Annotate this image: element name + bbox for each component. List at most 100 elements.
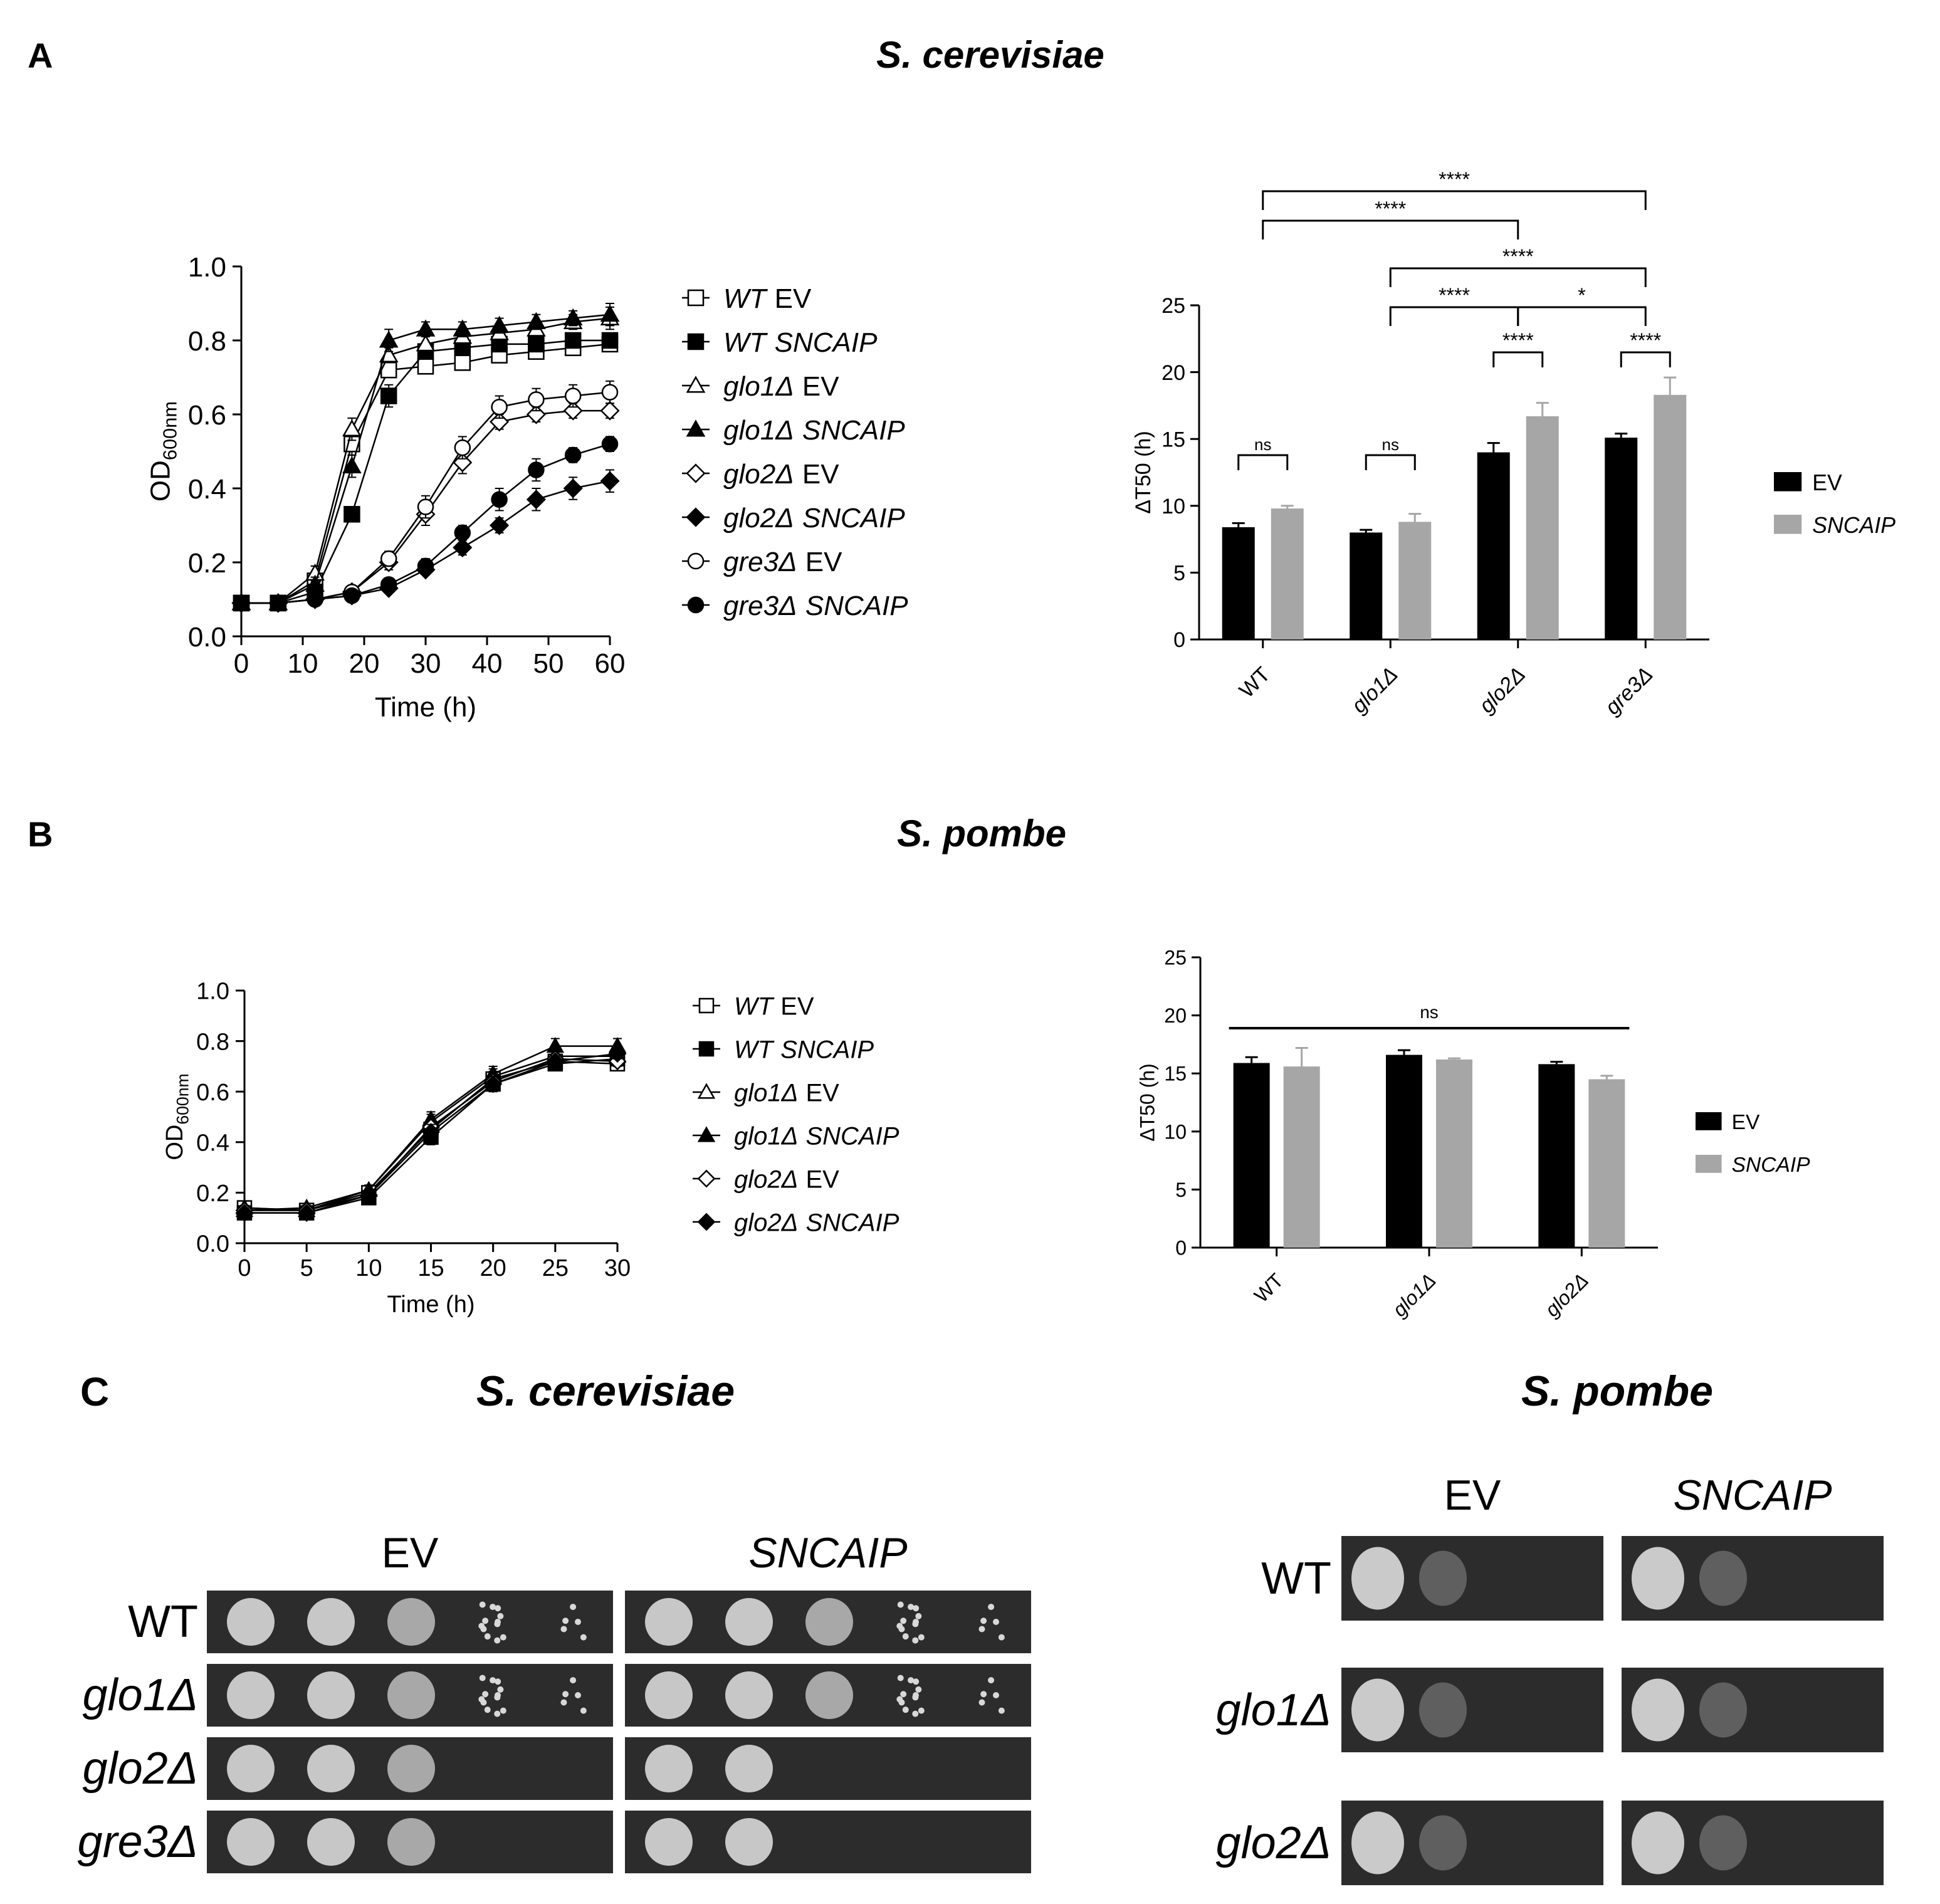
legend-strain: WT [734,992,775,1020]
yeast-colony [479,1601,486,1608]
b-growth-data-point [484,1075,503,1093]
yeast-spot [645,1745,693,1792]
a-growth-x-tick-label: 60 [595,648,626,679]
yeast-spot [227,1745,275,1792]
a-growth-y-axis-label-sub: 600nm [159,401,181,460]
yeast-spot [387,1818,435,1866]
filled-triangle-icon [697,1126,716,1142]
b-growth-y-axis-label-sub: 600nm [174,1073,192,1124]
a-bar-legend: EV SNCAIP [1774,470,1895,538]
b-growth-x-tick-label: 5 [300,1255,313,1281]
legend-construct: SNCAIP [805,1122,899,1150]
yeast-colony [484,1633,491,1640]
a-bar-y-axis-label: ΔT50 (h) [1131,431,1155,513]
legend-construct: SNCAIP [802,503,905,534]
significance-label: **** [1502,245,1534,268]
delta-t50-bar-chart-b: 0 5 10 15 20 25 ΔT50 (h) WT glo1Δ glo2Δ EV SNCAIP ns [1136,947,1810,1322]
yeast-colony [978,1699,985,1706]
b-bar-y-tick-label: 20 [1164,1004,1187,1027]
a-growth-data-point [380,550,397,567]
significance-bracket-line [1365,454,1416,470]
legend-construct: EV [805,1079,839,1107]
a-bar-y-tick-label: 0 [1173,628,1185,652]
b-growth-x-tick-label: 30 [604,1255,631,1281]
legend-construct: EV [805,547,842,577]
significance-label: ns [1382,435,1399,454]
yeast-spot [307,1671,355,1719]
a-bar-bar-sncaip [1526,416,1559,639]
legend-strain: glo1Δ [734,1122,798,1150]
spot-plate [1341,1536,1603,1621]
yeast-colony [562,1617,569,1624]
significance-label: ns [1254,435,1271,454]
a-growth-data-point [601,332,619,349]
a-growth-data-point [380,576,397,593]
b-growth-y-tick-label: 0.0 [196,1231,229,1258]
a-growth-y-tick-label: 0.4 [188,474,226,505]
yeast-colony [580,1707,587,1714]
a-bar-bar-sncaip [1654,394,1687,639]
a-growth-data-point [453,537,473,557]
b-growth-data-point [608,1044,627,1063]
yeast-colony [495,1605,501,1612]
legend-construct: SNCAIP [805,1209,899,1236]
yeast-colony [580,1634,587,1641]
a-legend-entry: gre3Δ EV [723,547,842,577]
a-growth-data-point [490,515,510,535]
yeast-colony [993,1692,999,1698]
yeast-spot [1699,1682,1747,1738]
bracket-gre3: **** [1620,329,1671,367]
yeast-spot [725,1818,773,1866]
b-bar-y-tick-label: 15 [1164,1063,1187,1085]
legend-strain: glo2Δ [723,459,794,490]
a-growth-data-point [564,332,582,349]
significance-label: **** [1630,329,1661,352]
a-growth-y-tick-label: 0.6 [188,400,226,431]
a-growth-data-point [490,315,509,333]
filled-triangle-icon [686,419,706,437]
yeast-spot [227,1671,275,1719]
yeast-colony [912,1710,919,1717]
significance-bracket-line [1262,219,1519,239]
b-bar-bar-sncaip [1588,1079,1625,1248]
a-growth-data-point [526,490,546,510]
legend-construct: EV [775,283,812,314]
bracket-glo1-gre3: **** [1389,245,1647,287]
yeast-colony [495,1678,501,1685]
spot-plate [625,1811,1031,1873]
yeast-colony [908,1604,915,1611]
yeast-spot [1632,1547,1684,1610]
yeast-spot [387,1598,435,1646]
yeast-spot [1419,1815,1467,1871]
significance-bracket-line [1237,454,1289,470]
spot-assay-pombe: EV SNCAIP WT glo1Δ glo2Δ [1216,1471,1884,1885]
bracket-glo2-gre3: * [1517,284,1647,326]
yeast-colony [980,1691,987,1698]
legend-construct: SNCAIP [780,1036,874,1063]
b-growth-x-tick-label: 0 [238,1255,251,1281]
spot-row-label: gre3Δ [78,1817,198,1867]
yeast-colony [560,1626,567,1633]
a-growth-data-point [528,461,545,478]
a-growth-x-axis-label: Time (h) [375,692,476,723]
b-growth-y-tick-label: 0.6 [196,1080,229,1106]
yeast-colony [913,1678,920,1685]
a-growth-data-point [528,391,545,408]
b-bar-bar-ev [1538,1064,1575,1248]
spot-row-label: glo2Δ [1216,1818,1331,1868]
a-growth-data-point [417,358,434,375]
a-growth-data-point [454,524,471,542]
yeast-spot [725,1598,773,1646]
a-growth-data-point [342,419,362,437]
yeast-colony [497,1686,504,1693]
legend-ev-swatch [1696,1112,1722,1130]
b-growth-series-5 [235,1044,627,1223]
a-growth-data-point [563,478,583,498]
b-growth-y-tick-label: 0.2 [196,1181,229,1207]
a-legend-entry: glo1Δ SNCAIP [723,415,905,446]
yeast-spot [1632,1678,1684,1742]
legend-strain: glo2Δ [734,1165,798,1193]
open-triangle-icon [697,1083,716,1099]
open-diamond-icon [697,1169,716,1188]
